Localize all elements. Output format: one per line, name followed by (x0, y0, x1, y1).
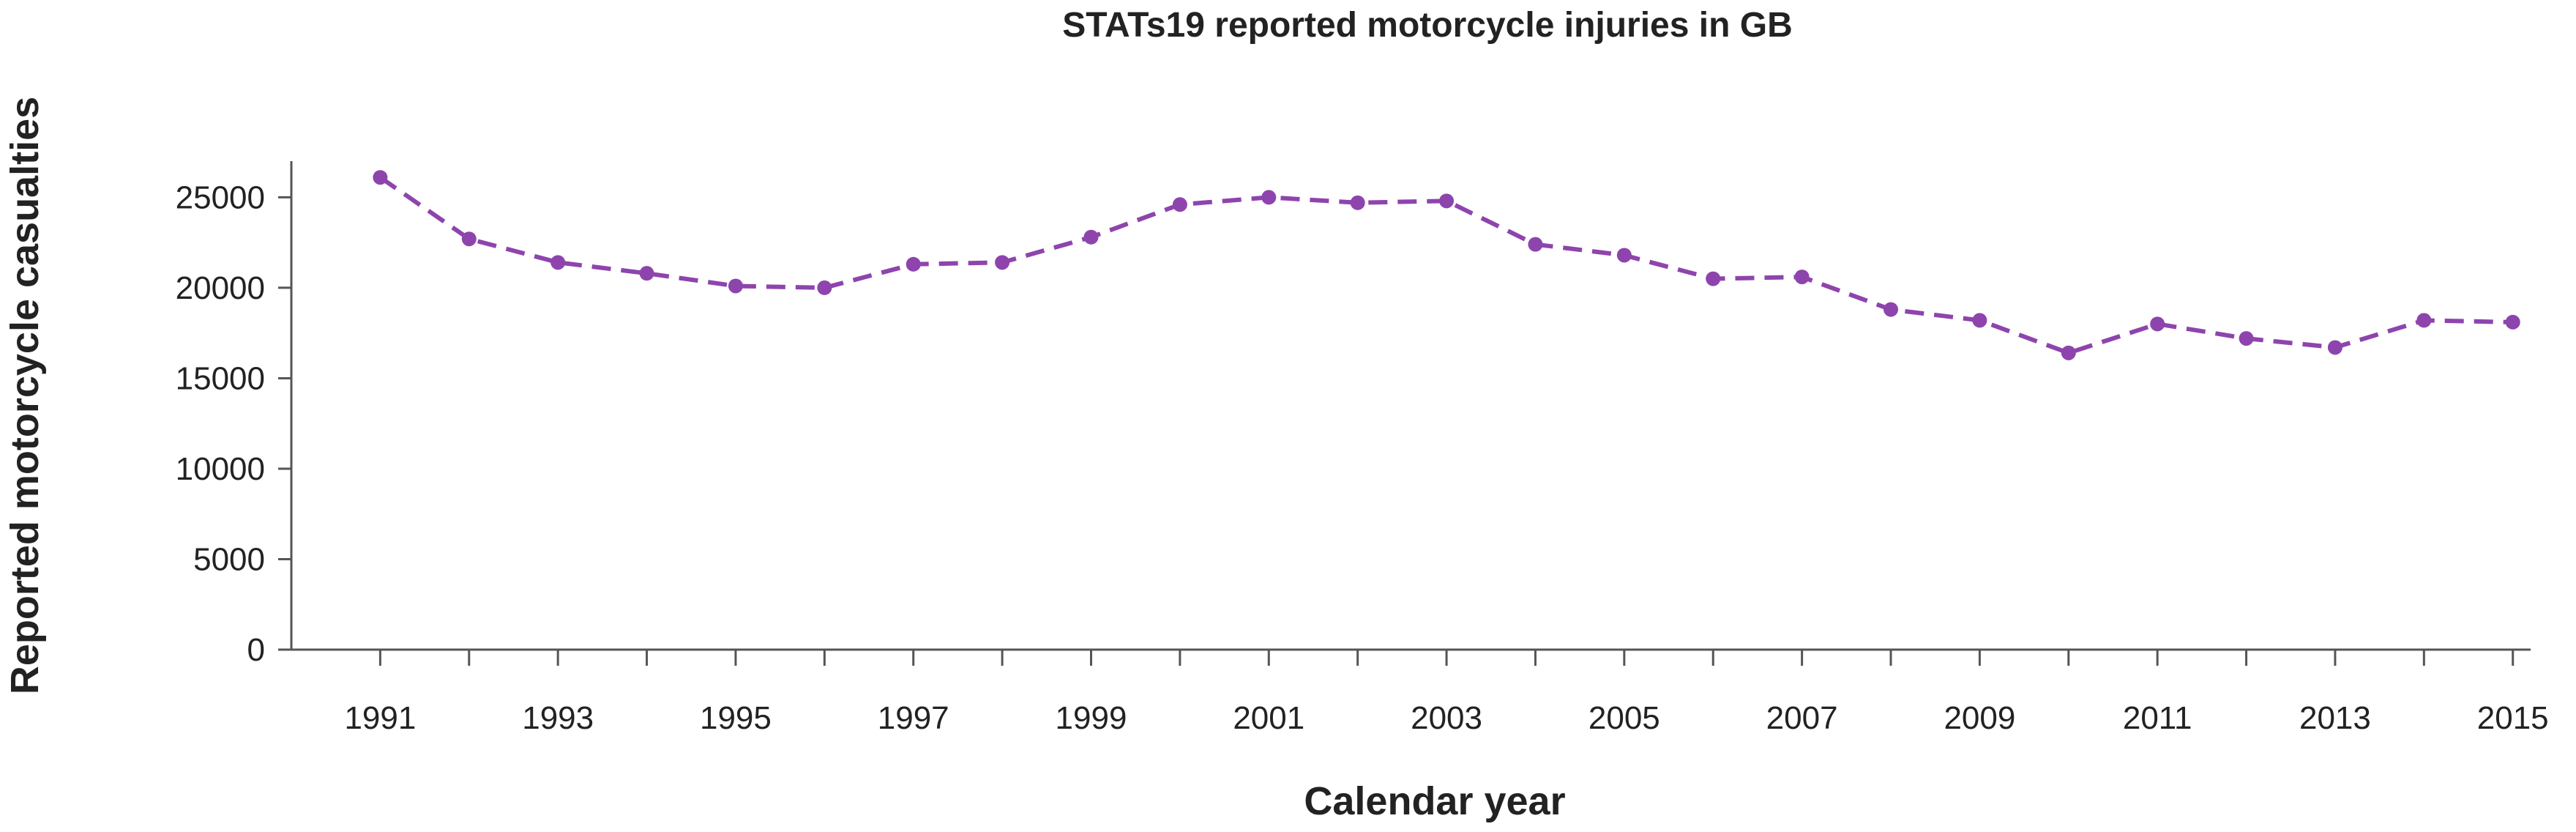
data-point (906, 256, 921, 272)
x-tick-label: 2003 (1411, 700, 1482, 736)
data-point (2505, 314, 2520, 330)
data-point (1172, 197, 1187, 212)
y-tick-label: 15000 (176, 360, 265, 396)
data-point (1350, 195, 1365, 210)
data-point (1972, 313, 1987, 328)
data-point (2416, 313, 2432, 328)
x-tick-label: 2015 (2477, 700, 2549, 736)
data-point (1794, 270, 1810, 285)
y-tick-label: 10000 (176, 451, 265, 487)
x-tick-label: 1991 (344, 700, 416, 736)
y-tick-label: 20000 (176, 270, 265, 306)
data-point (1884, 302, 1898, 317)
x-tick-label: 2005 (1588, 700, 1660, 736)
data-point (1439, 193, 1455, 209)
data-point (2327, 340, 2342, 355)
data-point (2239, 331, 2254, 346)
y-tick-label: 5000 (193, 541, 265, 577)
data-point (550, 255, 566, 270)
data-point (1706, 271, 1721, 286)
data-point (461, 231, 477, 247)
data-point (2150, 316, 2165, 332)
data-point (639, 266, 654, 281)
axes (278, 161, 2531, 666)
x-tick-label: 2001 (1233, 700, 1304, 736)
x-tick-label: 1997 (878, 700, 949, 736)
y-tick-label: 0 (247, 632, 265, 668)
x-axis-label: Calendar year (1304, 779, 1565, 823)
data-point (373, 170, 388, 185)
data-series (373, 170, 2520, 360)
data-point (2061, 345, 2076, 360)
x-tick-label: 1993 (522, 700, 594, 736)
x-tick-label: 2013 (2299, 700, 2371, 736)
data-point (728, 278, 743, 294)
y-axis-label: Reported motorcycle casualties (3, 97, 47, 694)
data-point (1083, 229, 1099, 245)
data-point (1261, 190, 1277, 205)
data-point (1616, 248, 1632, 263)
data-point (1528, 237, 1543, 252)
data-point (995, 255, 1010, 270)
x-tick-label: 2007 (1766, 700, 1838, 736)
tick-labels: 0 5000 10000 15000 20000 25000 1991 1993 1995 199… (176, 179, 2549, 736)
y-tick-label: 25000 (176, 179, 265, 215)
chart-title: STATs19 reported motorcycle injuries in … (1062, 6, 1793, 45)
x-tick-label: 1999 (1056, 700, 1127, 736)
x-tick-label: 2009 (1944, 700, 2015, 736)
x-tick-label: 1995 (700, 700, 772, 736)
x-tick-label: 2011 (2123, 700, 2192, 736)
data-point (817, 280, 832, 295)
